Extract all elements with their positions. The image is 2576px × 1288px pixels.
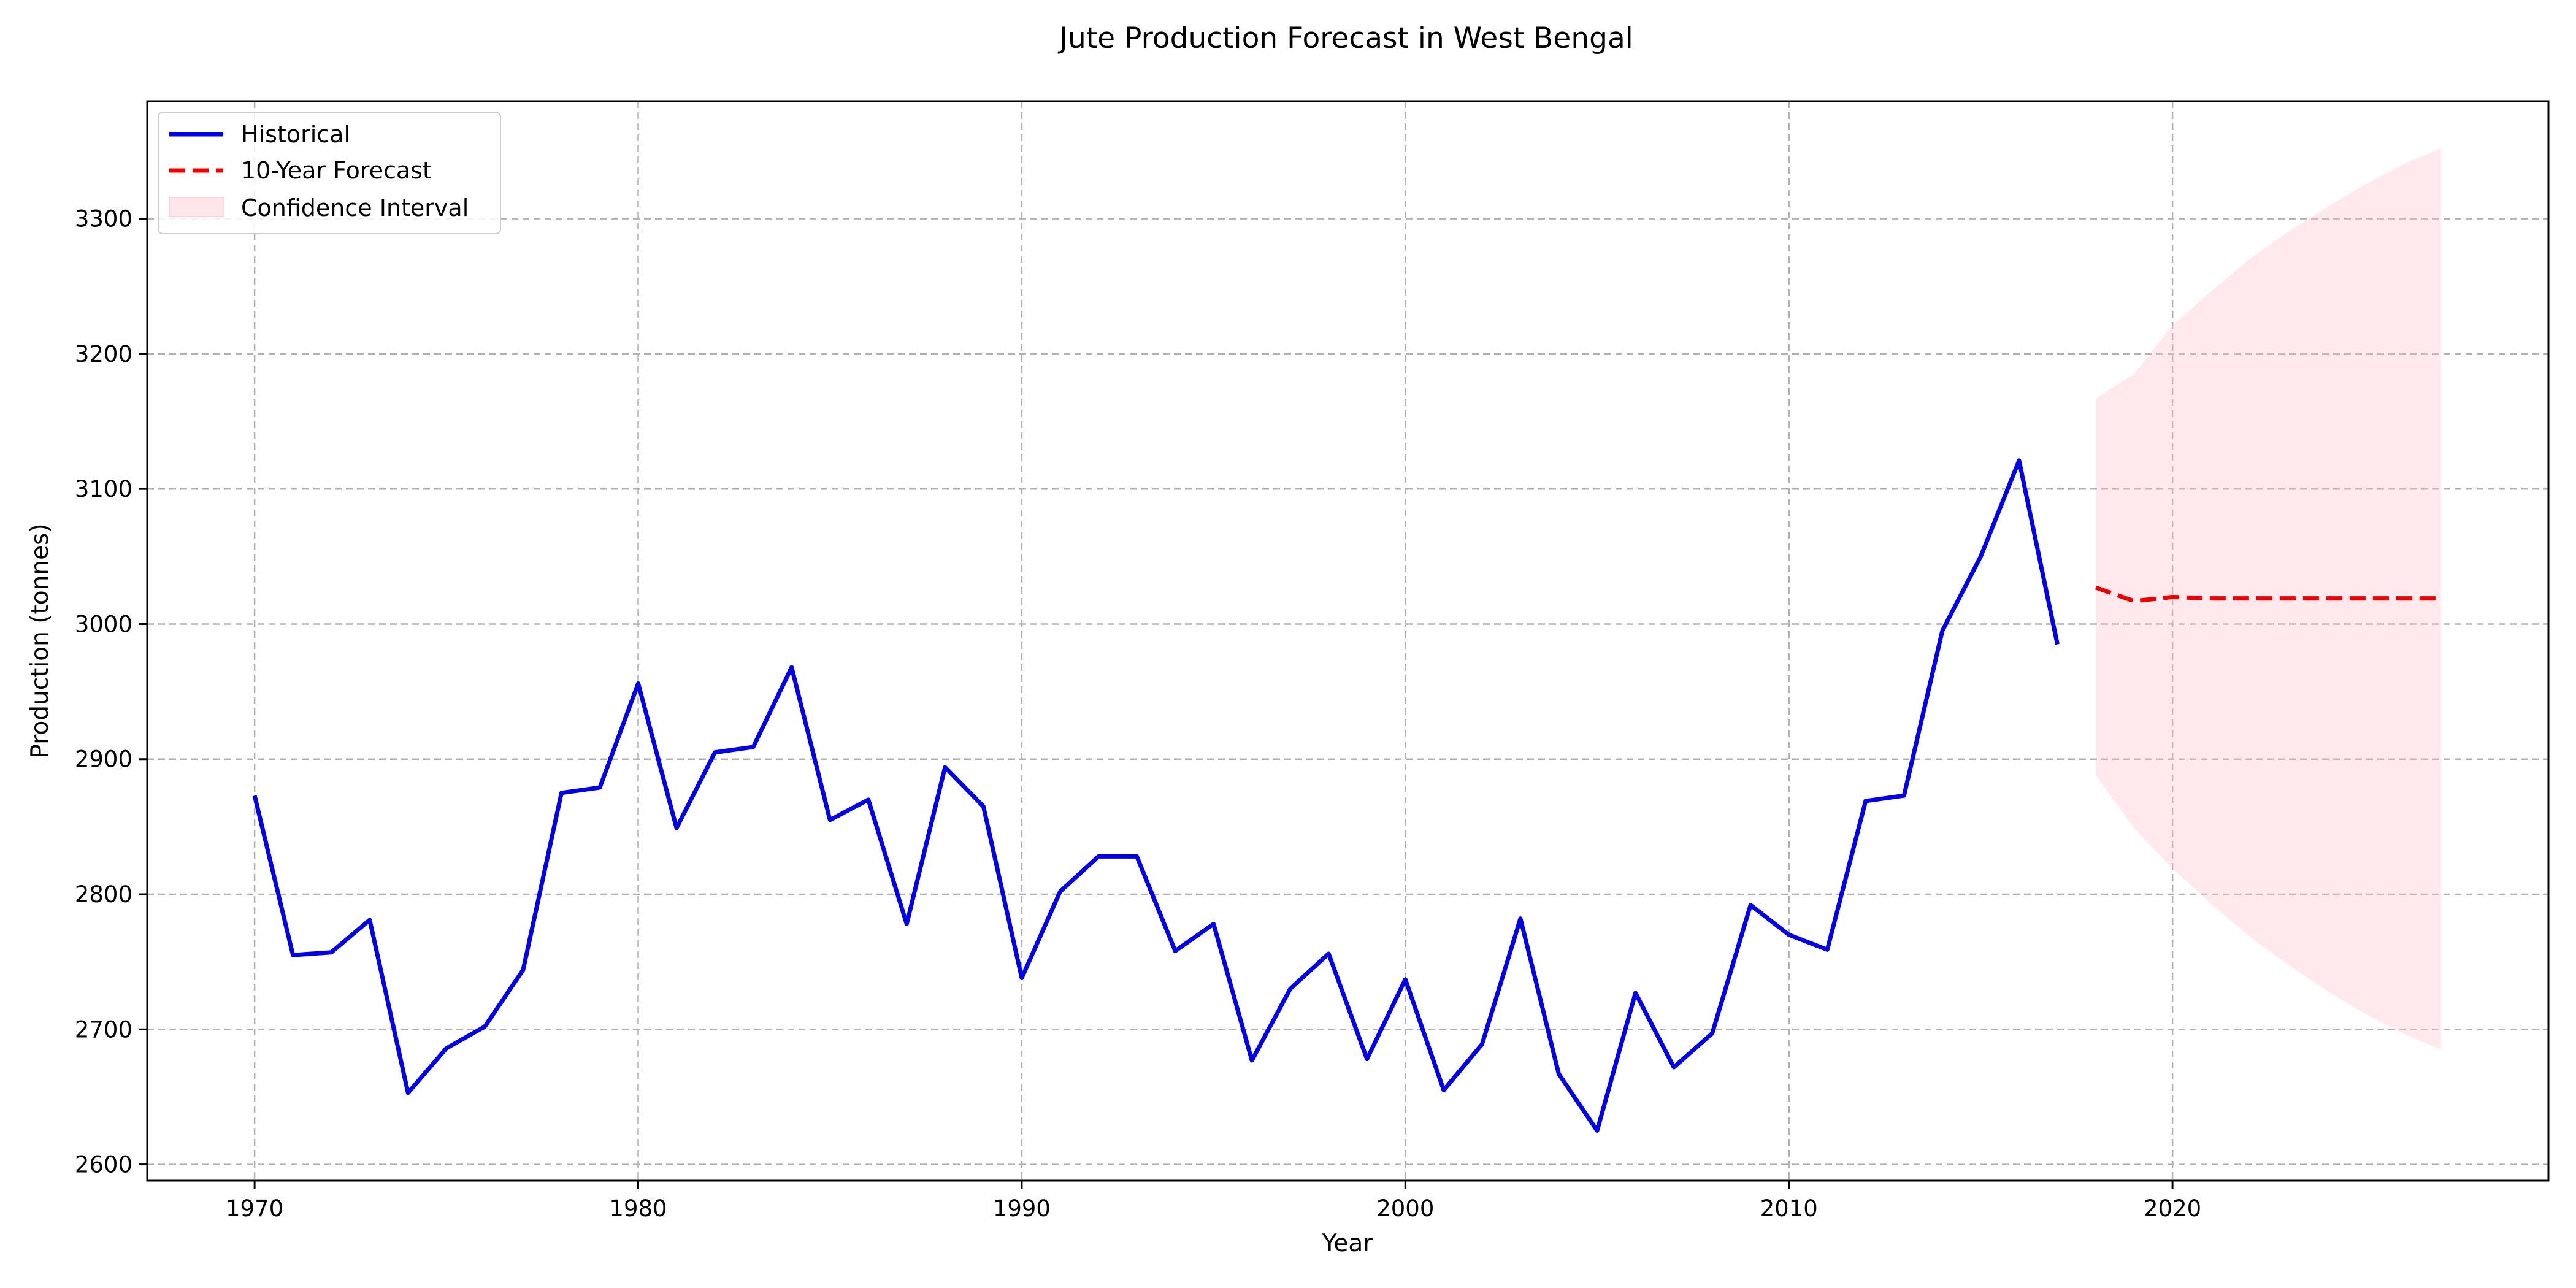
legend-label-forecast: 10-Year Forecast: [241, 157, 432, 184]
y-tick-label: 3200: [75, 341, 132, 367]
y-tick-label: 2700: [75, 1016, 132, 1043]
x-tick-label: 2000: [1376, 1195, 1434, 1222]
y-tick-label: 3100: [75, 476, 132, 502]
y-axis-label: Production (tonnes): [26, 523, 54, 758]
legend: Historical 10-Year Forecast Confidence I…: [158, 112, 501, 234]
y-tick-label: 2600: [75, 1152, 132, 1178]
y-tick-label: 3300: [75, 206, 132, 232]
grid-lines: [147, 101, 2548, 1181]
legend-frame: [158, 112, 501, 234]
y-tick-label: 3000: [75, 611, 132, 637]
legend-label-historical: Historical: [241, 121, 350, 148]
series-lines: [252, 458, 2441, 1133]
x-axis-label: Year: [1322, 1230, 1374, 1257]
x-tick-label: 1980: [609, 1195, 667, 1222]
x-tick-label: 1990: [993, 1195, 1051, 1222]
x-tick-label: 2010: [1760, 1195, 1818, 1222]
plot-frame: [146, 100, 2550, 1182]
forecast-line: [2095, 585, 2441, 604]
y-tick-label: 2800: [75, 881, 132, 908]
historical-line: [252, 458, 2060, 1133]
x-axis: 1970 1980 1990 2000 2010 2020: [226, 1181, 2201, 1222]
y-tick-label: 2900: [75, 746, 132, 773]
legend-label-confidence: Confidence Interval: [241, 194, 469, 221]
x-tick-label: 1970: [226, 1195, 283, 1222]
x-tick-label: 2020: [2144, 1195, 2201, 1222]
legend-swatch-confidence: [169, 197, 224, 217]
chart-title: Jute Production Forecast in West Bengal: [1057, 21, 1633, 55]
y-axis: 2600 2700 2800 2900 3000 3100 3200 3300: [75, 206, 147, 1178]
